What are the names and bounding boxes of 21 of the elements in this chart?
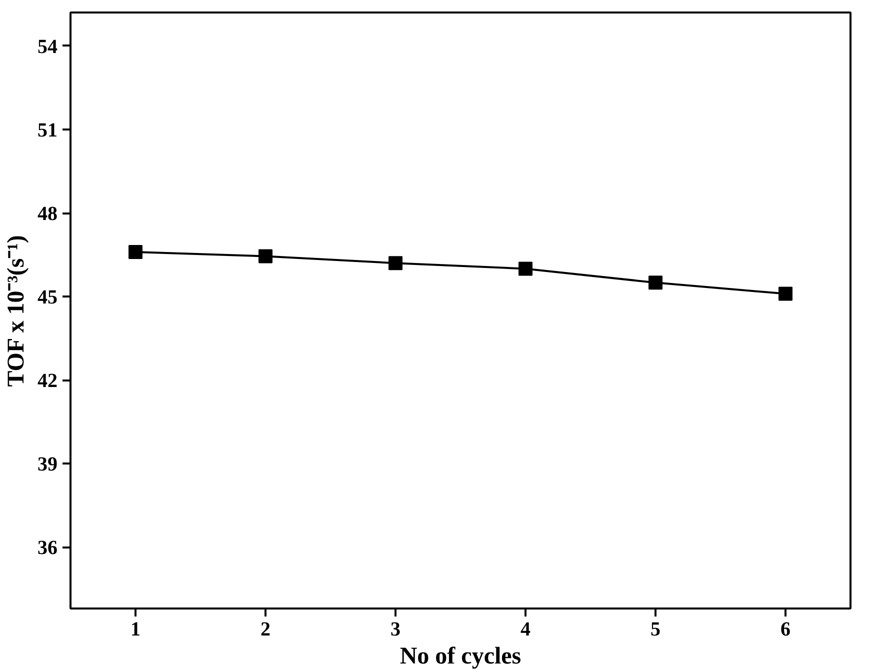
x-tick-label: 5 bbox=[650, 618, 660, 640]
point bbox=[388, 256, 402, 270]
y-tick-label: 36 bbox=[38, 537, 58, 560]
point bbox=[258, 249, 272, 264]
x-tick-label: 1 bbox=[130, 618, 140, 640]
y-tick-label: 39 bbox=[38, 454, 58, 476]
x-tick-label: 4 bbox=[520, 618, 530, 640]
y-tick-label: 54 bbox=[38, 36, 58, 58]
x-axis-title: No of cycles bbox=[400, 644, 522, 670]
x-tick-label: 3 bbox=[390, 618, 400, 640]
x-tick-label: 6 bbox=[780, 618, 790, 640]
y-tick-label: 42 bbox=[38, 370, 58, 392]
y-tick-label: 48 bbox=[38, 203, 58, 226]
point bbox=[518, 262, 532, 276]
x-tick-label: 2 bbox=[260, 618, 270, 640]
point bbox=[128, 245, 142, 260]
y-axis-title: TOF x 10⁻³(s⁻¹) bbox=[4, 235, 30, 387]
y-tick-label: 51 bbox=[38, 119, 58, 142]
y-tick-label: 45 bbox=[38, 286, 58, 309]
point bbox=[778, 286, 792, 301]
point bbox=[648, 276, 662, 290]
